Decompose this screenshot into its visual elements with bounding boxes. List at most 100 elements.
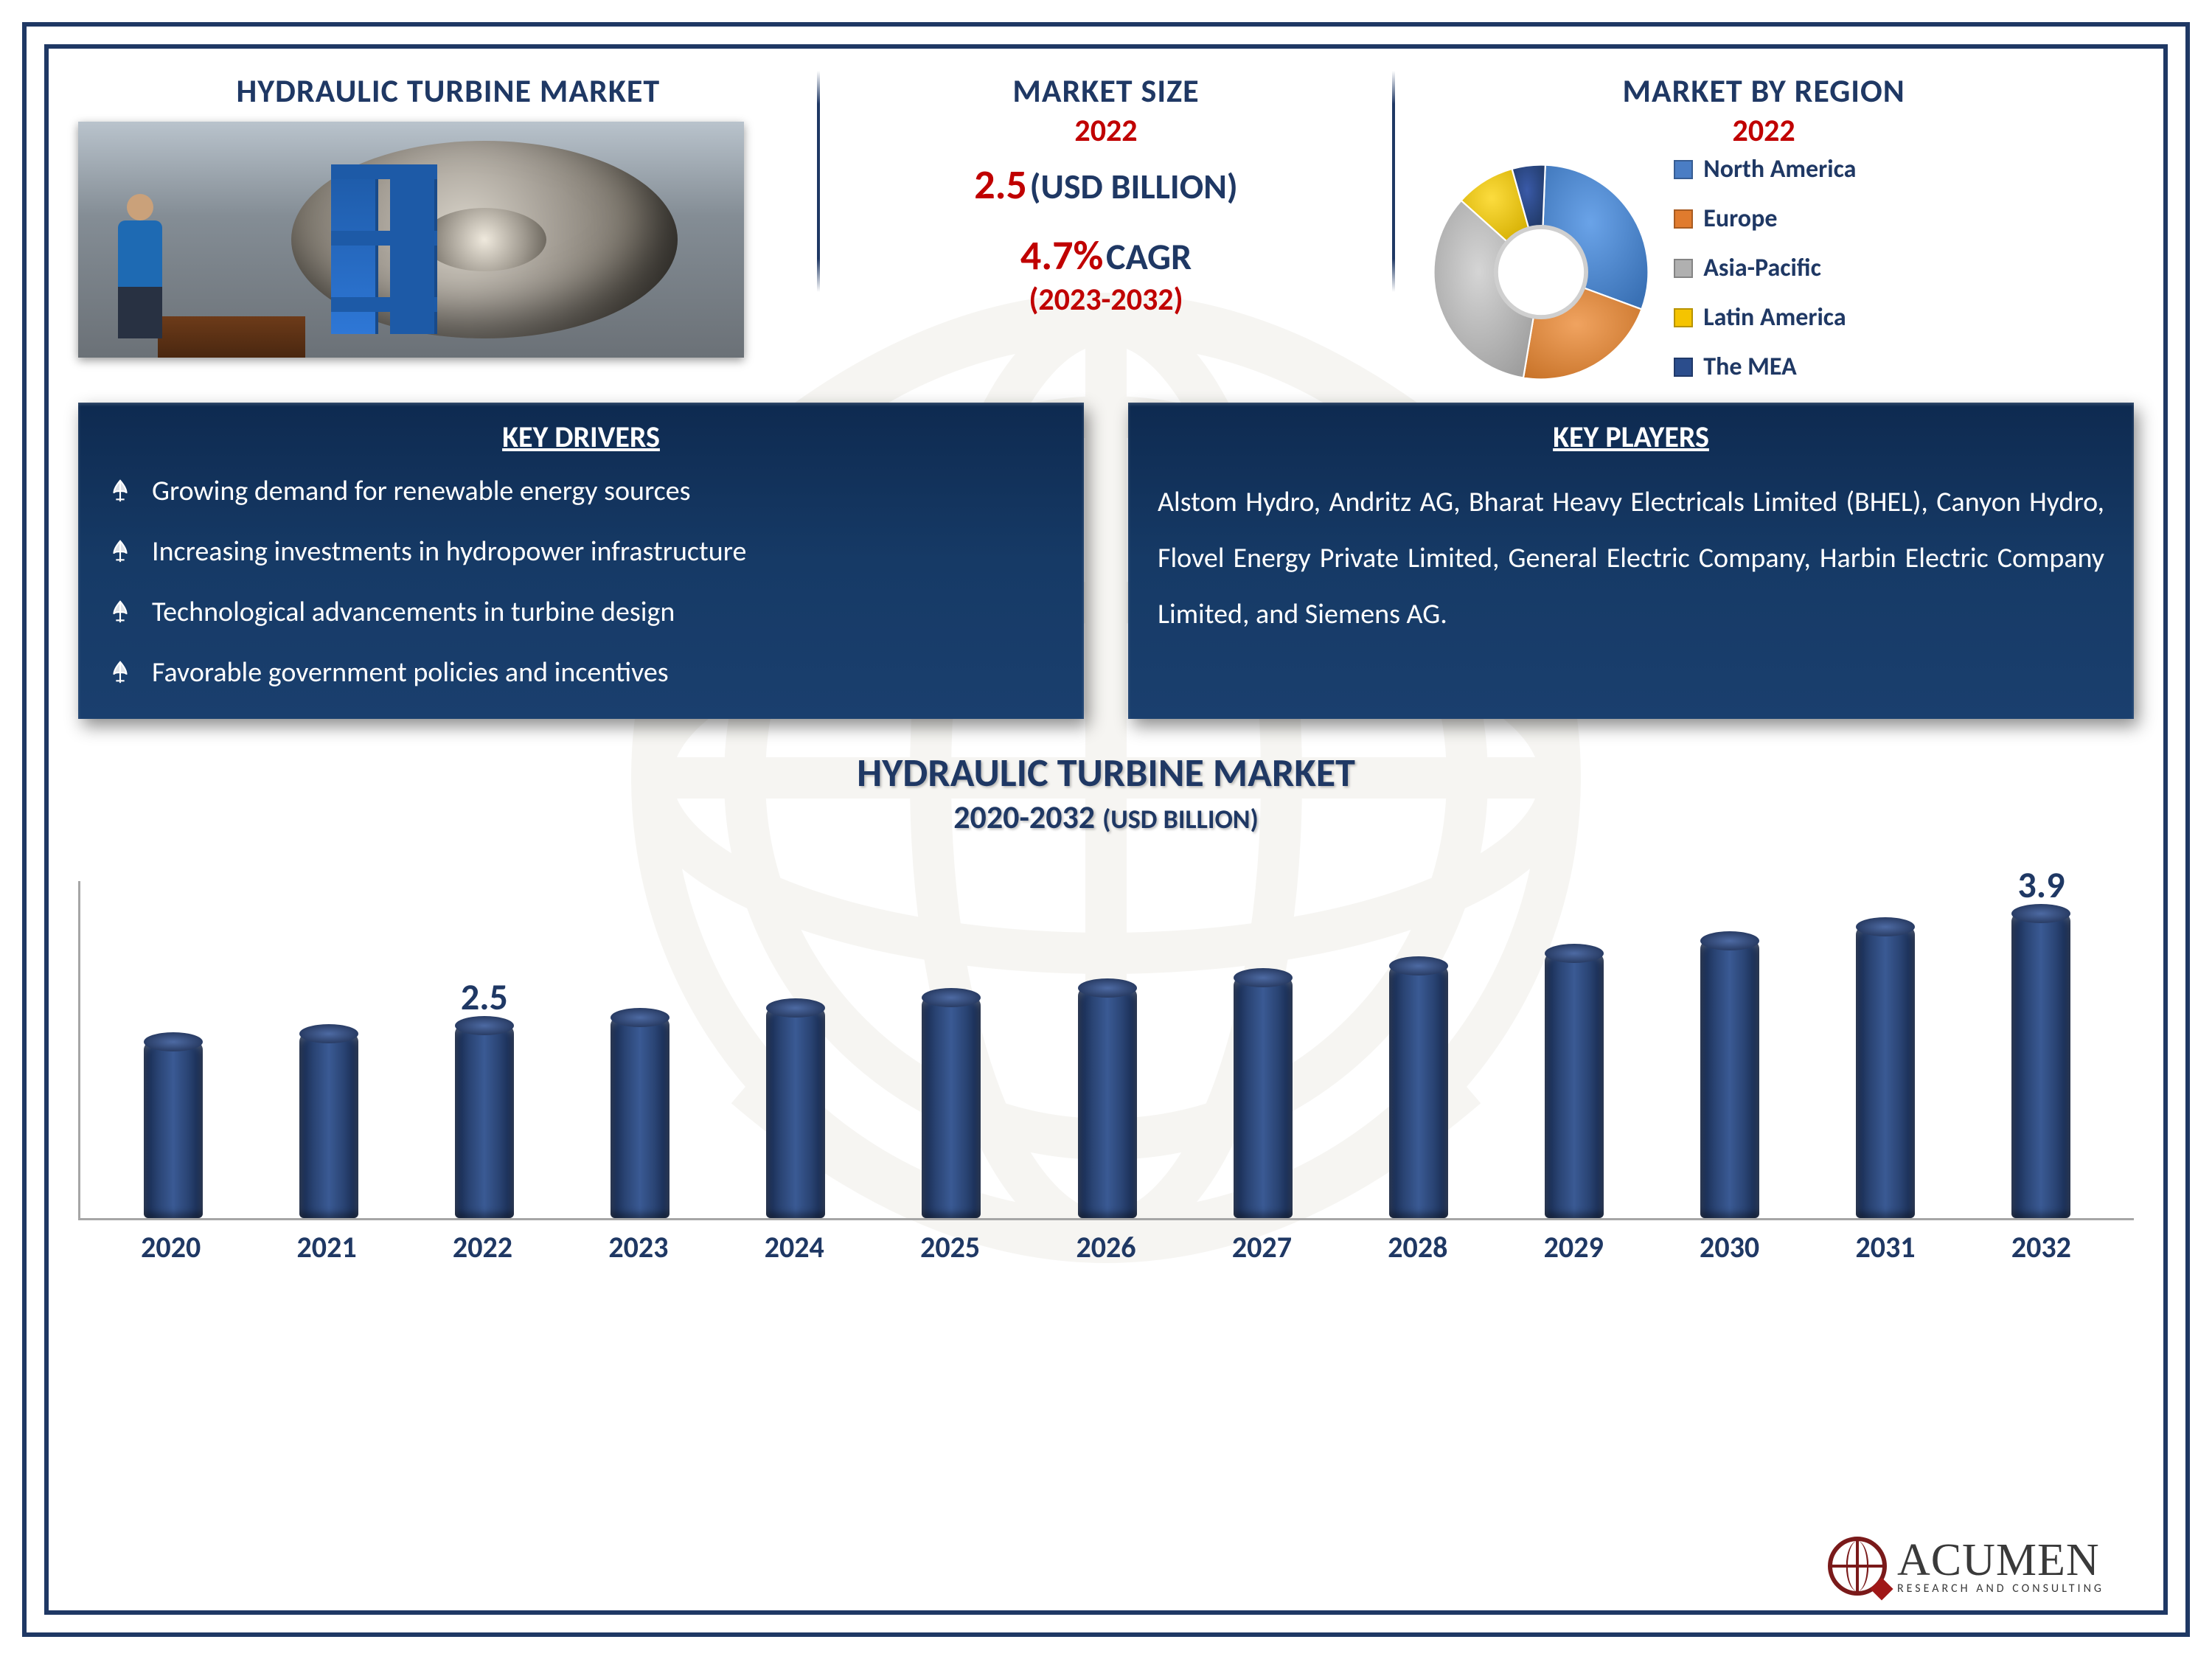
region-year: 2022 — [1394, 112, 2134, 150]
bar — [611, 1009, 669, 1218]
bar — [299, 1026, 358, 1218]
bar — [1700, 933, 1759, 1218]
legend-item: North America — [1674, 154, 1856, 184]
bar — [1389, 958, 1448, 1218]
bar-col — [562, 881, 717, 1218]
driver-item: Increasing investments in hydropower inf… — [108, 535, 1054, 568]
top-row: HYDRAULIC TURBINE MARKET MARKET SIZE 202… — [78, 71, 2134, 380]
bar — [144, 1034, 203, 1218]
turbine-photo — [78, 122, 744, 358]
x-label: 2031 — [1807, 1229, 1963, 1265]
bars-container: 2.5 3.9 — [78, 881, 2134, 1220]
x-label: 2025 — [872, 1229, 1028, 1265]
bar-col: 3.9 — [1964, 881, 2119, 1218]
chart-title: HYDRAULIC TURBINE MARKET — [78, 748, 2134, 797]
drivers-title: KEY DRIVERS — [108, 419, 1054, 455]
size-year: 2022 — [818, 112, 1394, 150]
x-label: 2032 — [1964, 1229, 2119, 1265]
driver-text: Growing demand for renewable energy sour… — [152, 474, 691, 508]
x-label: 2027 — [1184, 1229, 1340, 1265]
bar — [1234, 970, 1293, 1218]
bar-col: 2.5 — [406, 881, 562, 1218]
turbine-bullet-icon — [108, 660, 133, 685]
bar-col — [874, 881, 1029, 1218]
cagr-value: 4.7% — [1020, 231, 1104, 281]
legend-swatch-icon — [1674, 358, 1693, 377]
bar-value-label: 3.9 — [1967, 863, 2115, 908]
panel-key-players: KEY PLAYERS Alstom Hydro, Andritz AG, Bh… — [1128, 403, 2134, 719]
legend-label: Europe — [1703, 204, 1777, 234]
legend-swatch-icon — [1674, 259, 1693, 278]
x-label: 2021 — [248, 1229, 404, 1265]
bar-col — [251, 881, 406, 1218]
bar — [1856, 919, 1915, 1218]
brand-globe-icon — [1828, 1537, 1887, 1596]
panel-key-drivers: KEY DRIVERS Growing demand for renewable… — [78, 403, 1084, 719]
legend-label: Asia-Pacific — [1703, 253, 1821, 283]
legend-item: Europe — [1674, 204, 1856, 234]
region-donut-chart — [1423, 154, 1659, 390]
players-title: KEY PLAYERS — [1158, 419, 2104, 455]
legend-swatch-icon — [1674, 308, 1693, 327]
bar — [766, 1000, 825, 1218]
turbine-bullet-icon — [108, 599, 133, 625]
legend-label: The MEA — [1703, 352, 1796, 382]
legend-swatch-icon — [1674, 160, 1693, 179]
x-label: 2026 — [1028, 1229, 1183, 1265]
size-unit: (USD BILLION) — [1030, 164, 1238, 208]
bar-col — [1340, 881, 1496, 1218]
legend-item: Latin America — [1674, 302, 1856, 333]
bar-value-label: 2.5 — [411, 975, 558, 1020]
bar-col — [95, 881, 251, 1218]
brand-sub: RESEARCH AND CONSULTING — [1897, 1583, 2104, 1595]
brand-name: ACUMEN — [1897, 1537, 2104, 1583]
x-label: 2023 — [560, 1229, 716, 1265]
turbine-bullet-icon — [108, 479, 133, 504]
x-label: 2030 — [1652, 1229, 1807, 1265]
bar-col — [1808, 881, 1964, 1218]
driver-item: Growing demand for renewable energy sour… — [108, 474, 1054, 508]
cagr-label: CAGR — [1106, 234, 1192, 279]
chart-sub-range: 2020-2032 — [953, 797, 1095, 837]
driver-item: Technological advancements in turbine de… — [108, 595, 1054, 629]
brand-logo: ACUMEN RESEARCH AND CONSULTING — [1828, 1537, 2104, 1596]
bar — [922, 990, 981, 1218]
title-market: HYDRAULIC TURBINE MARKET — [78, 71, 818, 111]
bar — [1545, 945, 1604, 1218]
title-size: MARKET SIZE — [818, 71, 1394, 111]
chart-subtitle: 2020-2032 (USD BILLION) — [78, 797, 2134, 837]
bar-chart-area: HYDRAULIC TURBINE MARKET 2020-2032 (USD … — [78, 748, 2134, 1257]
turbine-bullet-icon — [108, 539, 133, 564]
size-value: 2.5 — [974, 160, 1027, 210]
legend-item: Asia-Pacific — [1674, 253, 1856, 283]
x-label: 2020 — [93, 1229, 248, 1265]
legend-label: Latin America — [1703, 302, 1846, 333]
cagr-line: 4.7% CAGR — [818, 231, 1394, 281]
title-region: MARKET BY REGION — [1394, 71, 2134, 111]
bar: 3.9 — [2011, 905, 2070, 1218]
players-text: Alstom Hydro, Andritz AG, Bharat Heavy E… — [1158, 474, 2104, 642]
inner-frame: HYDRAULIC TURBINE MARKET MARKET SIZE 202… — [44, 44, 2168, 1615]
bar-col — [1652, 881, 1808, 1218]
bar-col — [718, 881, 874, 1218]
cagr-period: (2023-2032) — [818, 281, 1394, 319]
legend-label: North America — [1703, 154, 1856, 184]
bar-col — [1185, 881, 1340, 1218]
col-market-size: MARKET SIZE 2022 2.5 (USD BILLION) 4.7% … — [818, 71, 1394, 380]
x-label: 2024 — [717, 1229, 872, 1265]
size-value-line: 2.5 (USD BILLION) — [818, 160, 1394, 210]
region-legend: North America Europe Asia-Pacific Latin … — [1674, 154, 1856, 401]
x-label: 2028 — [1340, 1229, 1495, 1265]
x-label: 2022 — [405, 1229, 560, 1265]
info-panels: KEY DRIVERS Growing demand for renewable… — [78, 403, 2134, 719]
bar-col — [1496, 881, 1652, 1218]
legend-swatch-icon — [1674, 209, 1693, 229]
x-label: 2029 — [1496, 1229, 1652, 1265]
bar — [1078, 980, 1137, 1218]
bar: 2.5 — [455, 1018, 514, 1218]
driver-item: Favorable government policies and incent… — [108, 655, 1054, 689]
col-market-region: MARKET BY REGION 2022 North America Euro… — [1394, 71, 2134, 380]
chart-sub-unit: (USD BILLION) — [1102, 803, 1259, 835]
legend-item: The MEA — [1674, 352, 1856, 382]
col-market-title: HYDRAULIC TURBINE MARKET — [78, 71, 818, 380]
